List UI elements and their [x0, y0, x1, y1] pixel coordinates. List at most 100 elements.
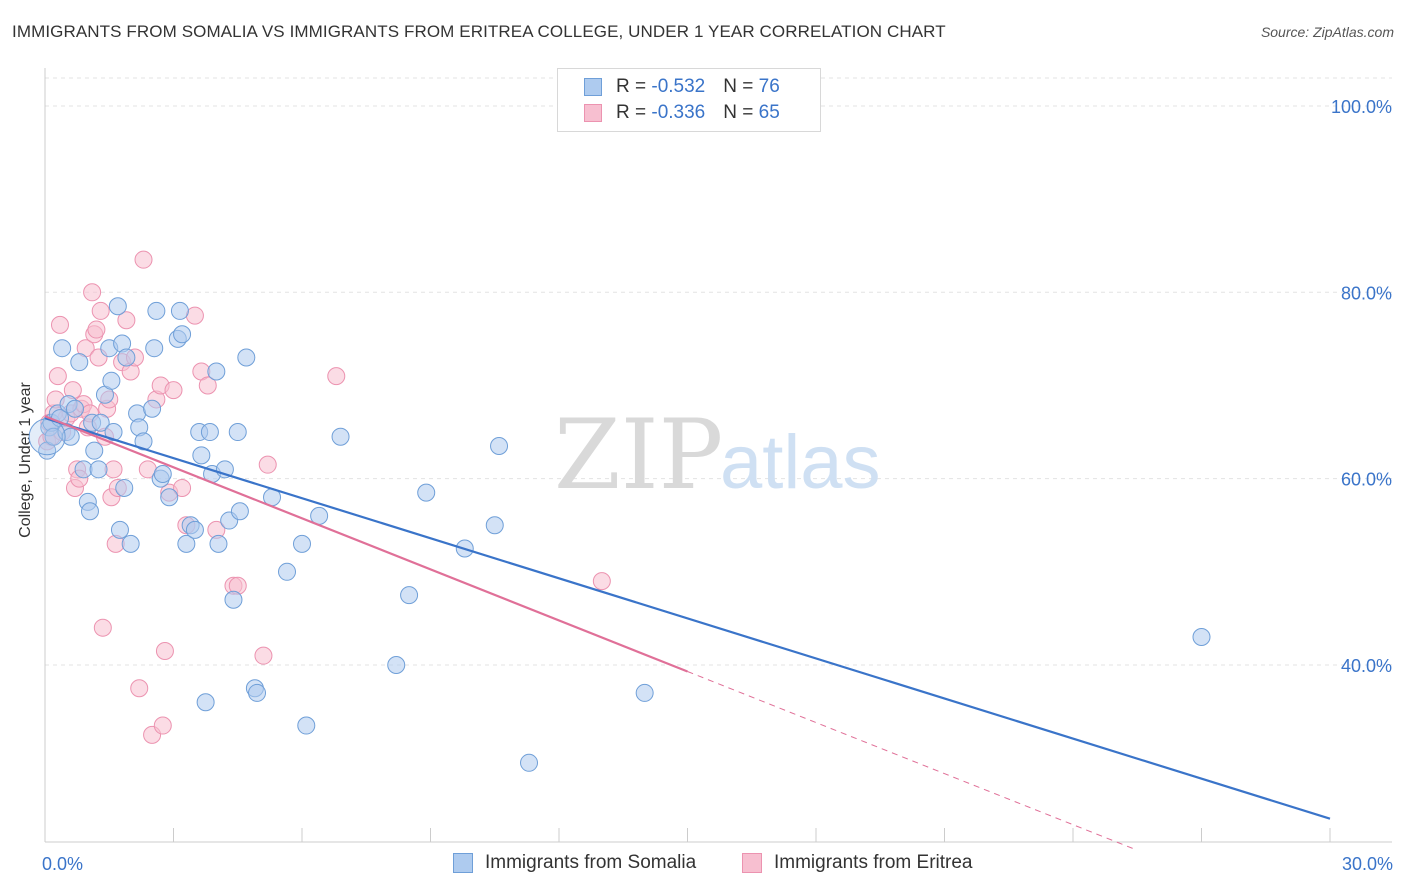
- legend-swatch-eritrea: [584, 104, 602, 122]
- somalia-point: [635, 683, 654, 702]
- somalia-points: [28, 297, 1211, 772]
- somalia-point: [248, 683, 267, 702]
- legend-swatch-somalia: [453, 853, 473, 873]
- eritrea-trend-line: [44, 415, 688, 673]
- y-tick-label: 80.0%: [1341, 283, 1392, 303]
- somalia-point: [102, 371, 121, 390]
- somalia-point: [331, 427, 350, 446]
- legend-swatch-somalia: [584, 78, 602, 96]
- somalia-point: [297, 716, 316, 735]
- source-label: Source: ZipAtlas.com: [1260, 24, 1394, 40]
- legend-item-eritrea: Immigrants from Eritrea: [742, 852, 972, 874]
- y-tick-label: 100.0%: [1331, 97, 1392, 117]
- y-tick-label: 40.0%: [1341, 656, 1392, 676]
- somalia-point: [61, 427, 80, 446]
- somalia-point: [230, 502, 249, 521]
- somalia-point: [207, 362, 226, 381]
- series-legend: Immigrants from Somalia Immigrants from …: [0, 852, 1406, 878]
- eritrea-point: [198, 376, 217, 395]
- somalia-point: [89, 460, 108, 479]
- legend-label-somalia: Immigrants from Somalia: [485, 852, 697, 873]
- eritrea-point: [173, 478, 192, 497]
- legend-n-value: 76: [758, 76, 780, 97]
- somalia-point: [85, 441, 104, 460]
- legend-label-eritrea: Immigrants from Eritrea: [774, 852, 973, 873]
- somalia-point: [170, 301, 189, 320]
- legend-n-label: N =: [723, 102, 759, 123]
- somalia-point: [278, 562, 297, 581]
- somalia-point: [200, 423, 219, 442]
- eritrea-point: [134, 250, 153, 269]
- legend-r-label: R =: [616, 76, 652, 97]
- grid-lines: [45, 77, 1392, 666]
- watermark-zip: ZIP: [554, 399, 723, 511]
- x-tick-label: 30.0%: [1342, 854, 1393, 874]
- somalia-point: [53, 339, 72, 358]
- somalia-point: [80, 502, 99, 521]
- chart-title: IMMIGRANTS FROM SOMALIA VS IMMIGRANTS FR…: [12, 22, 946, 41]
- legend-row-somalia: R = -0.532 N = 76: [584, 75, 780, 99]
- somalia-point: [108, 297, 127, 316]
- eritrea-point: [258, 455, 277, 474]
- somalia-point: [490, 437, 509, 456]
- somalia-point: [115, 478, 134, 497]
- somalia-point: [74, 460, 93, 479]
- somalia-point: [177, 534, 196, 553]
- somalia-point: [400, 586, 419, 605]
- legend-row-eritrea: R = -0.336 N = 65: [584, 101, 780, 125]
- eritrea-point: [327, 367, 346, 386]
- somalia-point: [121, 534, 140, 553]
- y-tick-labels: 40.0% 60.0% 80.0% 100.0%: [1331, 97, 1392, 676]
- somalia-point-cluster: [28, 418, 66, 456]
- legend-item-somalia: Immigrants from Somalia: [453, 852, 696, 874]
- somalia-point: [143, 399, 162, 418]
- somalia-point: [209, 534, 228, 553]
- x-tick-label: 0.0%: [42, 854, 83, 874]
- somalia-point: [185, 520, 204, 539]
- somalia-point: [70, 353, 89, 372]
- eritrea-point: [254, 646, 273, 665]
- somalia-point: [224, 590, 243, 609]
- eritrea-point: [185, 306, 204, 325]
- somalia-point: [196, 693, 215, 712]
- eritrea-point: [130, 679, 149, 698]
- eritrea-point: [592, 572, 611, 591]
- somalia-point: [145, 339, 164, 358]
- eritrea-point: [91, 301, 110, 320]
- eritrea-point: [83, 283, 102, 302]
- legend-n-value: 65: [758, 102, 780, 123]
- eritrea-points: [38, 250, 611, 744]
- legend-r-value: -0.532: [651, 76, 706, 97]
- watermark: ZIP atlas: [554, 399, 881, 511]
- somalia-point: [228, 423, 247, 442]
- somalia-point: [173, 325, 192, 344]
- eritrea-point: [155, 642, 174, 660]
- eritrea-point: [153, 716, 172, 735]
- somalia-trend-line: [44, 417, 1331, 820]
- legend-swatch-eritrea: [742, 853, 762, 873]
- watermark-atlas: atlas: [720, 420, 881, 505]
- somalia-point: [91, 413, 110, 432]
- trend-lines: [44, 415, 1331, 849]
- eritrea-point: [50, 315, 69, 334]
- somalia-point: [153, 464, 172, 483]
- correlation-legend: R = -0.532 N = 76 R = -0.336 N = 65: [557, 68, 821, 132]
- eritrea-point: [117, 311, 136, 330]
- somalia-point: [237, 348, 256, 367]
- somalia-point: [293, 534, 311, 553]
- somalia-point: [387, 655, 406, 674]
- somalia-point: [192, 446, 211, 465]
- eritrea-point: [48, 367, 67, 386]
- eritrea-point: [164, 381, 183, 400]
- eritrea-point: [104, 460, 123, 479]
- somalia-point: [417, 483, 436, 502]
- x-tick-labels: 0.0% 30.0%: [42, 854, 1393, 874]
- somalia-point: [65, 399, 84, 418]
- legend-r-value: -0.336: [651, 102, 706, 123]
- eritrea-point: [93, 618, 112, 637]
- somalia-point: [147, 301, 166, 320]
- somalia-point: [1192, 628, 1211, 647]
- somalia-point: [110, 520, 129, 539]
- eritrea-trend-extension: [687, 671, 1134, 849]
